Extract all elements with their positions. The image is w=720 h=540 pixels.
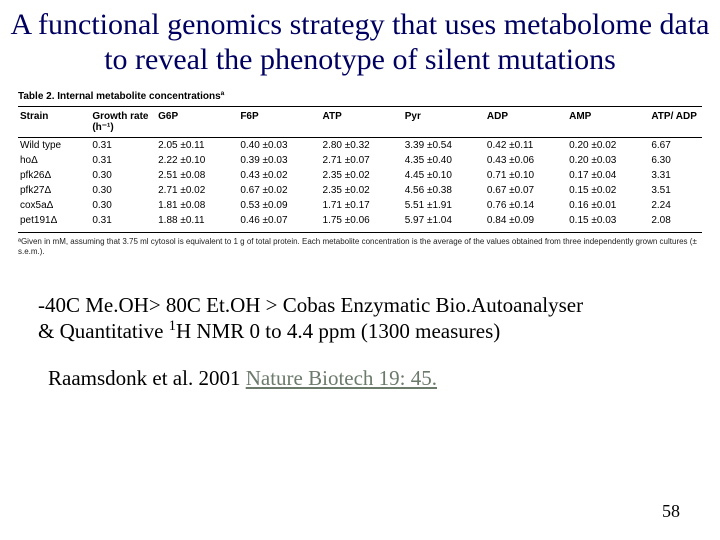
- cell: 0.15 ±0.03: [567, 213, 649, 232]
- cell: 0.67 ±0.07: [485, 183, 567, 198]
- table-body: Wild type 0.31 2.05 ±0.11 0.40 ±0.03 2.8…: [18, 138, 702, 233]
- table-row: cox5aΔ 0.30 1.81 ±0.08 0.53 ±0.09 1.71 ±…: [18, 198, 702, 213]
- cell: 0.67 ±0.02: [238, 183, 320, 198]
- table-row: pfk27Δ 0.30 2.71 ±0.02 0.67 ±0.02 2.35 ±…: [18, 183, 702, 198]
- cell: 0.17 ±0.04: [567, 168, 649, 183]
- cell: cox5aΔ: [18, 198, 90, 213]
- slide: A functional genomics strategy that uses…: [0, 0, 720, 540]
- cell: 5.51 ±1.91: [403, 198, 485, 213]
- cell: 0.15 ±0.02: [567, 183, 649, 198]
- cell: 0.39 ±0.03: [238, 153, 320, 168]
- methods-line-2a: & Quantitative: [38, 319, 169, 343]
- cell: 4.45 ±0.10: [403, 168, 485, 183]
- citation-author: Raamsdonk et al. 2001: [48, 366, 246, 390]
- cell: 1.75 ±0.06: [321, 213, 403, 232]
- cell: 0.84 ±0.09: [485, 213, 567, 232]
- cell: 1.88 ±0.11: [156, 213, 238, 232]
- cell: 2.80 ±0.32: [321, 138, 403, 154]
- cell: 0.16 ±0.01: [567, 198, 649, 213]
- table-row: hoΔ 0.31 2.22 ±0.10 0.39 ±0.03 2.71 ±0.0…: [18, 153, 702, 168]
- cell: 4.56 ±0.38: [403, 183, 485, 198]
- cell: 2.71 ±0.07: [321, 153, 403, 168]
- cell: 0.71 ±0.10: [485, 168, 567, 183]
- cell: 3.31: [649, 168, 702, 183]
- cell: 0.42 ±0.11: [485, 138, 567, 154]
- cell: 2.35 ±0.02: [321, 168, 403, 183]
- cell: 2.22 ±0.10: [156, 153, 238, 168]
- methods-line-1: -40C Me.OH> 80C Et.OH > Cobas Enzymatic …: [38, 293, 690, 318]
- cell: 2.71 ±0.02: [156, 183, 238, 198]
- cell: 2.35 ±0.02: [321, 183, 403, 198]
- cell: 2.05 ±0.11: [156, 138, 238, 154]
- table-row: Wild type 0.31 2.05 ±0.11 0.40 ±0.03 2.8…: [18, 138, 702, 154]
- cell: 2.24: [649, 198, 702, 213]
- cell: pfk26Δ: [18, 168, 90, 183]
- table-row: pet191Δ 0.31 1.88 ±0.11 0.46 ±0.07 1.75 …: [18, 213, 702, 232]
- citation-journal: Nature Biotech 19: 45.: [246, 366, 437, 390]
- cell: 0.31: [90, 153, 156, 168]
- cell: 0.20 ±0.02: [567, 138, 649, 154]
- cell: pfk27Δ: [18, 183, 90, 198]
- methods-text: -40C Me.OH> 80C Et.OH > Cobas Enzymatic …: [38, 293, 690, 344]
- col-header: ADP: [485, 107, 567, 138]
- col-header: Growth rate (h⁻¹): [90, 107, 156, 138]
- cell: 1.71 ±0.17: [321, 198, 403, 213]
- slide-title: A functional genomics strategy that uses…: [10, 8, 710, 77]
- cell: 0.76 ±0.14: [485, 198, 567, 213]
- cell: 3.51: [649, 183, 702, 198]
- col-header: G6P: [156, 107, 238, 138]
- cell: 0.30: [90, 198, 156, 213]
- table-caption: Table 2. Internal metabolite concentrati…: [18, 91, 702, 102]
- cell: 0.43 ±0.02: [238, 168, 320, 183]
- cell: 6.67: [649, 138, 702, 154]
- metabolite-table: Strain Growth rate (h⁻¹) G6P F6P ATP Pyr…: [18, 106, 702, 232]
- cell: 0.53 ±0.09: [238, 198, 320, 213]
- cell: hoΔ: [18, 153, 90, 168]
- cell: 0.30: [90, 168, 156, 183]
- cell: 5.97 ±1.04: [403, 213, 485, 232]
- citation: Raamsdonk et al. 2001 Nature Biotech 19:…: [48, 366, 710, 391]
- col-header: Pyr: [403, 107, 485, 138]
- methods-line-2: & Quantitative 1H NMR 0 to 4.4 ppm (1300…: [38, 318, 690, 344]
- cell: 0.43 ±0.06: [485, 153, 567, 168]
- cell: 0.46 ±0.07: [238, 213, 320, 232]
- cell: 2.51 ±0.08: [156, 168, 238, 183]
- cell: 3.39 ±0.54: [403, 138, 485, 154]
- cell: 1.81 ±0.08: [156, 198, 238, 213]
- cell: 0.30: [90, 183, 156, 198]
- table-region: Table 2. Internal metabolite concentrati…: [10, 91, 710, 257]
- table-header-row: Strain Growth rate (h⁻¹) G6P F6P ATP Pyr…: [18, 107, 702, 138]
- table-footnote: ªGiven in mM, assuming that 3.75 ml cyto…: [18, 233, 702, 257]
- cell: 4.35 ±0.40: [403, 153, 485, 168]
- methods-line-2b: H NMR 0 to 4.4 ppm (1300 measures): [176, 319, 500, 343]
- col-header: AMP: [567, 107, 649, 138]
- col-header: ATP/ ADP: [649, 107, 702, 138]
- cell: 0.40 ±0.03: [238, 138, 320, 154]
- col-header: F6P: [238, 107, 320, 138]
- superscript-1: 1: [169, 318, 176, 334]
- col-header: ATP: [321, 107, 403, 138]
- table-row: pfk26Δ 0.30 2.51 ±0.08 0.43 ±0.02 2.35 ±…: [18, 168, 702, 183]
- cell: 0.20 ±0.03: [567, 153, 649, 168]
- cell: 6.30: [649, 153, 702, 168]
- cell: 0.31: [90, 213, 156, 232]
- cell: 2.08: [649, 213, 702, 232]
- cell: 0.31: [90, 138, 156, 154]
- cell: Wild type: [18, 138, 90, 154]
- cell: pet191Δ: [18, 213, 90, 232]
- col-header: Strain: [18, 107, 90, 138]
- page-number: 58: [662, 501, 680, 522]
